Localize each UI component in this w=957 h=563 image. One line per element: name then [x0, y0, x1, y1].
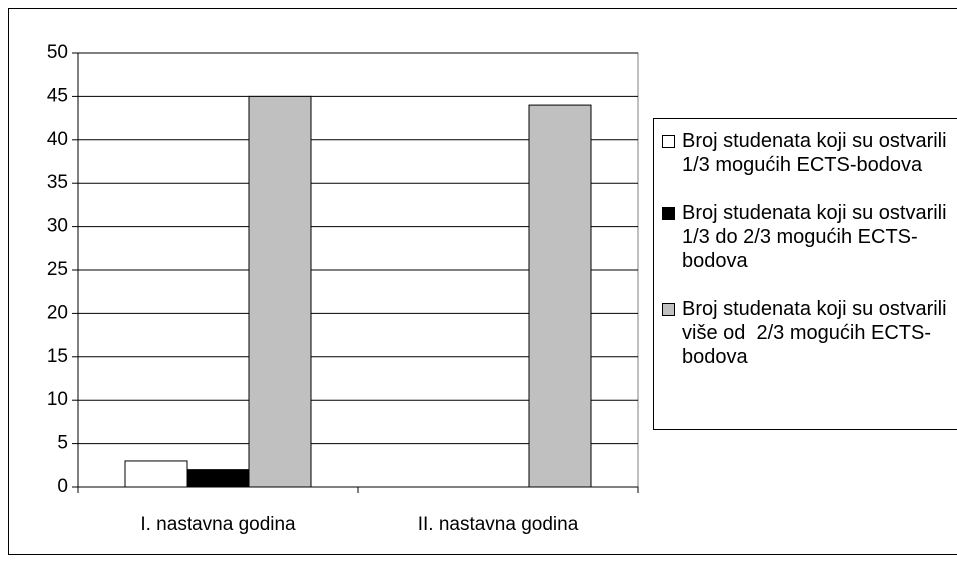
legend-swatch — [662, 135, 675, 148]
y-tick-label: 15 — [47, 346, 68, 367]
legend: Broj studenata koji su ostvarili 1/3 mog… — [653, 118, 957, 430]
legend-label: Broj studenata koji su ostvarili 1/3 do … — [682, 202, 953, 272]
bar — [528, 104, 592, 488]
legend-label: Broj studenata koji su ostvarili 1/3 mog… — [682, 130, 953, 176]
y-tick-label: 0 — [57, 476, 68, 497]
legend-entry: Broj studenata koji su ostvarili 1/3 mog… — [662, 129, 957, 177]
x-tick-label: I. nastavna godina — [140, 514, 296, 535]
bar — [248, 95, 312, 488]
x-tick-label: II. nastavna godina — [418, 514, 579, 535]
y-tick-label: 30 — [47, 216, 68, 237]
chart-border — [8, 8, 957, 555]
y-tick-label: 35 — [47, 172, 68, 193]
y-tick-label: 45 — [47, 85, 68, 106]
legend-swatch — [662, 207, 675, 220]
legend-entry: Broj studenata koji su ostvarili više od… — [662, 297, 957, 369]
legend-swatch — [662, 303, 675, 316]
y-tick-label: 25 — [47, 259, 68, 280]
y-tick-label: 20 — [47, 302, 68, 323]
bar — [186, 469, 250, 488]
legend-label: Broj studenata koji su ostvarili više od… — [682, 298, 953, 368]
bar — [124, 460, 188, 488]
legend-entry: Broj studenata koji su ostvarili 1/3 do … — [662, 201, 957, 273]
y-tick-label: 10 — [47, 389, 68, 410]
y-tick-label: 50 — [47, 42, 68, 63]
y-tick-label: 40 — [47, 129, 68, 150]
y-tick-label: 5 — [57, 433, 68, 454]
